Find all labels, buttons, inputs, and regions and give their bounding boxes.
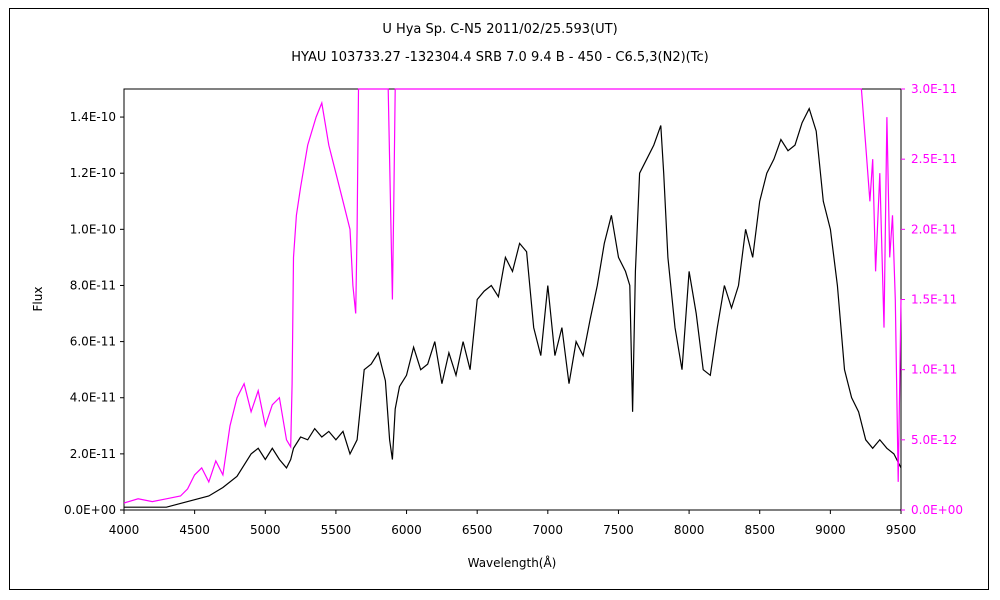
y-tick-label: 4.0E-11 [70,391,116,405]
x-tick-label: 9000 [815,523,846,537]
y-right-tick-label: 5.0E-12 [911,433,957,447]
y-tick-label: 6.0E-11 [70,335,116,349]
y-tick-label: 8.0E-11 [70,278,116,292]
y-right-tick-label: 1.5E-11 [911,293,957,307]
x-tick-label: 8500 [744,523,775,537]
y-right-tick-label: 0.0E+00 [911,503,963,517]
x-tick-label: 4500 [179,523,210,537]
chart-frame [9,8,989,590]
chart-subtitle: HYAU 103733.27 -132304.4 SRB 7.0 9.4 B -… [291,50,709,65]
x-tick-label: 5000 [250,523,281,537]
y-tick-label: 1.0E-10 [70,222,116,236]
primary-spectrum-line [124,107,902,508]
x-tick-label: 6500 [462,523,493,537]
chart-title: U Hya Sp. C-N5 2011/02/25.593(UT) [382,22,618,37]
x-tick-label: 6000 [391,523,422,537]
y-tick-label: 0.0E+00 [64,503,116,517]
secondary-spectrum-line [123,88,902,504]
x-tick-label: 4000 [109,523,140,537]
y-tick-label: 1.2E-10 [70,166,116,180]
plot-area [123,88,902,511]
y-axis-label: Flux [31,287,45,312]
y-right-tick-label: 1.0E-11 [911,363,957,377]
x-tick-label: 5500 [321,523,352,537]
x-tick-label: 8000 [674,523,705,537]
y-right-tick-label: 2.5E-11 [911,152,957,166]
x-axis-label: Wavelength(Å) [468,555,557,570]
x-tick-label: 9500 [886,523,917,537]
x-tick-label: 7000 [533,523,564,537]
y-right-tick-label: 3.0E-11 [911,82,957,96]
y-right-tick-label: 2.0E-11 [911,222,957,236]
x-tick-label: 7500 [603,523,634,537]
y-tick-label: 1.4E-10 [70,110,116,124]
y-tick-label: 2.0E-11 [70,447,116,461]
